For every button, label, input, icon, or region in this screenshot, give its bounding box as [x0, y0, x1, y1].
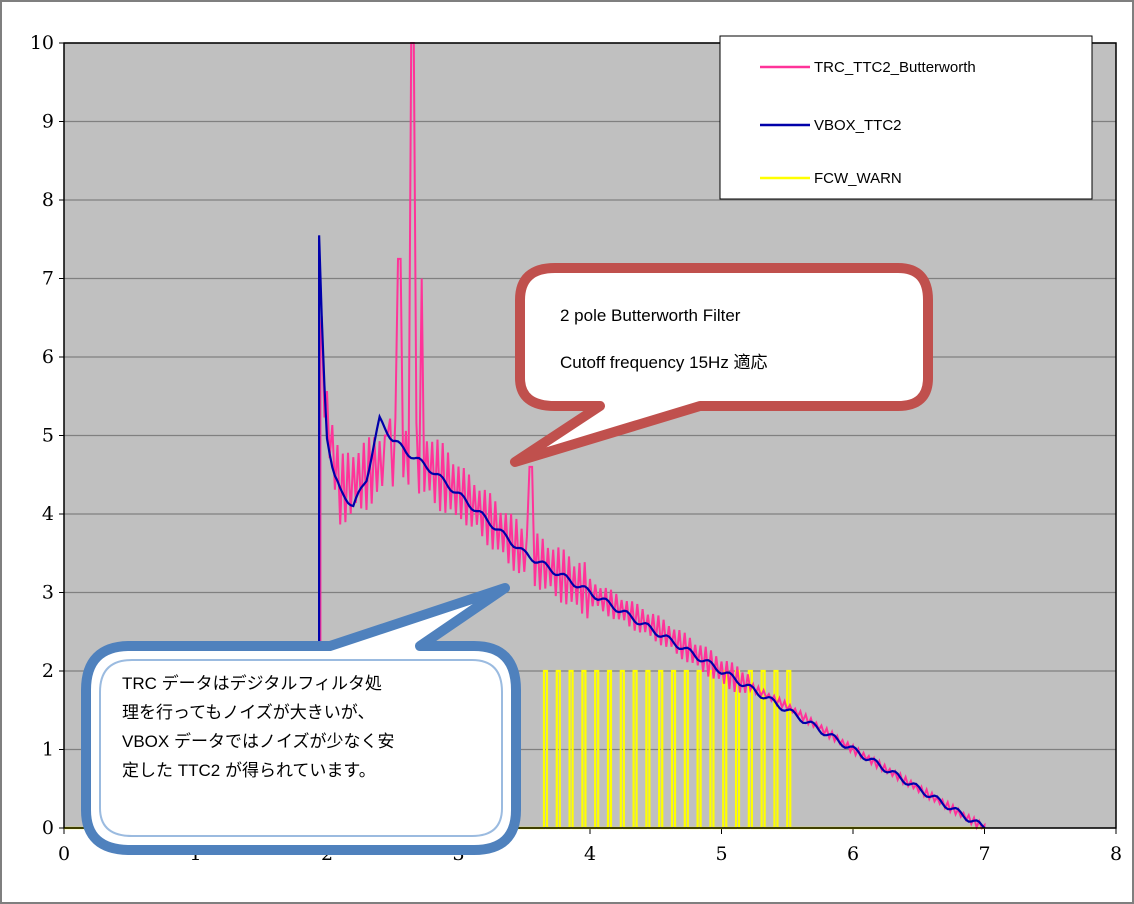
y-tick-label-1: 1	[42, 739, 54, 761]
legend-label-fcw: FCW_WARN	[814, 170, 902, 187]
x-tick-label-4: 4	[584, 843, 596, 865]
callout-trc-note-line-1: TRC データはデジタルフィルタ処	[122, 673, 382, 693]
y-tick-label-9: 9	[42, 111, 54, 133]
x-tick-label-7: 7	[978, 843, 990, 865]
x-tick-label-6: 6	[847, 843, 859, 865]
x-tick-label-5: 5	[715, 843, 727, 865]
callouts: 2 pole Butterworth Filter Cutoff frequenc…	[81, 263, 933, 855]
x-tick-label-0: 0	[58, 843, 70, 865]
y-tick-label-2: 2	[42, 660, 54, 682]
legend: TRC_TTC2_Butterworth VBOX_TTC2 FCW_WARN	[719, 35, 1093, 200]
callout-butterworth-shape	[510, 263, 933, 467]
plot-border	[63, 42, 1117, 829]
callout-butterworth: 2 pole Butterworth Filter Cutoff frequenc…	[510, 263, 933, 467]
legend-box	[719, 35, 1093, 200]
y-tick-label-6: 6	[42, 346, 54, 368]
legend-label-trc: TRC_TTC2_Butterworth	[814, 59, 976, 76]
series-line-trc-ttc2-butterworth	[319, 42, 986, 831]
y-tick-label-0: 0	[42, 817, 54, 839]
y-tick-label-5: 5	[42, 425, 54, 447]
legend-label-vbox: VBOX_TTC2	[814, 117, 902, 134]
callout-trc-note-inner-border	[99, 659, 503, 837]
callout-butterworth-line-1: 2 pole Butterworth Filter	[560, 306, 741, 325]
y-tick-label-8: 8	[42, 189, 54, 211]
callout-trc-note-line-2: 理を行ってもノイズが大きいが、	[122, 703, 374, 722]
y-axis-ticks: 0 1 2 3 4 5 6 7 8 9 10	[30, 32, 64, 839]
series-line-vbox-ttc2	[318, 235, 986, 829]
y-tick-label-4: 4	[42, 503, 54, 525]
callout-trc-note-shape	[81, 583, 521, 855]
y-tick-label-10: 10	[30, 32, 54, 54]
y-tick-label-7: 7	[42, 268, 54, 290]
callout-trc-note-line-4: 定した TTC2 が得られています。	[122, 761, 376, 780]
x-tick-label-8: 8	[1110, 843, 1122, 865]
callout-butterworth-line-2: Cutoff frequency 15Hz 適応	[560, 353, 768, 372]
y-tick-label-3: 3	[42, 582, 54, 604]
callout-trc-note-line-3: VBOX データではノイズが少なく安	[122, 731, 394, 751]
